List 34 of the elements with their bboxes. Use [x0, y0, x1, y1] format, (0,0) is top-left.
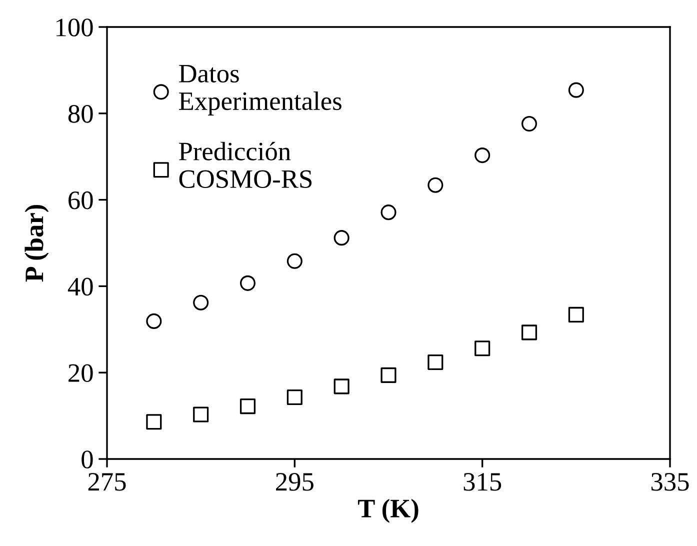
x-tick-label: 335 — [651, 473, 689, 491]
point — [334, 230, 350, 246]
y-tick-label: 80 — [68, 105, 93, 123]
y-tick-label: 60 — [68, 191, 93, 210]
point — [240, 398, 256, 414]
legend-label: Predicción COSMO-RS — [179, 142, 312, 188]
y-tick-label: 40 — [68, 278, 93, 296]
point — [146, 414, 162, 430]
point — [521, 324, 538, 340]
point — [568, 82, 584, 98]
y-tick-label: 0 — [82, 450, 93, 468]
y-axis-title: P (bar) — [24, 204, 49, 282]
point — [193, 406, 209, 422]
point — [428, 354, 444, 370]
point — [286, 389, 302, 406]
point — [240, 275, 256, 291]
x-axis-title: T (K) — [358, 498, 418, 523]
x-tick-label: 315 — [464, 473, 502, 491]
y-tick-label: 20 — [68, 364, 93, 382]
y-tick-label: 100 — [56, 18, 93, 36]
legend-label: Datos Experimentales — [179, 64, 342, 116]
point — [380, 204, 396, 220]
point — [334, 378, 350, 394]
point — [428, 177, 444, 193]
point — [474, 340, 490, 356]
point — [286, 253, 302, 269]
point — [193, 294, 209, 310]
point — [146, 313, 162, 329]
point — [521, 116, 538, 132]
point — [568, 306, 584, 322]
x-tick-label: 295 — [276, 473, 314, 491]
point — [474, 148, 490, 164]
x-tick-label: 275 — [88, 473, 126, 491]
point — [380, 367, 396, 383]
